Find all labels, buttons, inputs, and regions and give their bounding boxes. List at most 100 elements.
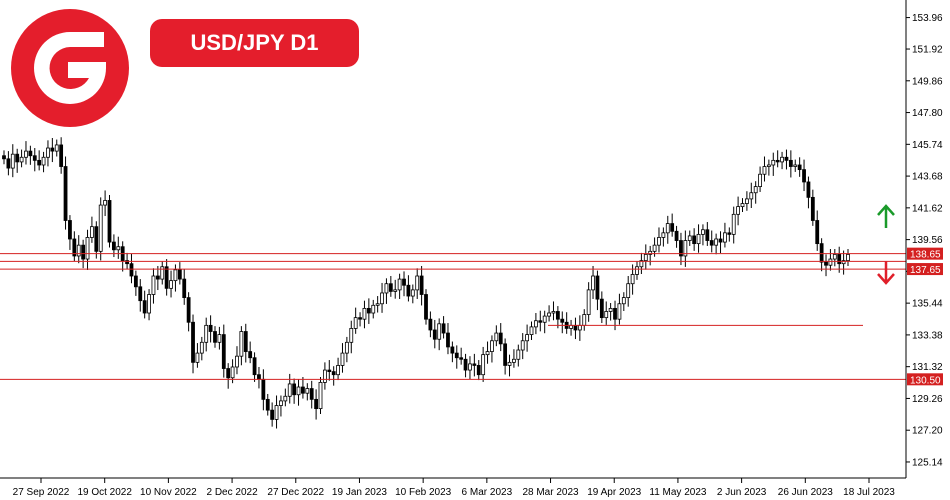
candle-body	[358, 317, 362, 320]
candle-body	[718, 238, 723, 243]
price-tick-label: 153.96	[912, 13, 943, 24]
time-tick-label: 19 Apr 2023	[587, 487, 641, 498]
time-tick-label: 26 Jun 2023	[778, 487, 833, 498]
candle-body	[344, 341, 349, 354]
candle-body	[819, 243, 824, 263]
candle-body	[683, 240, 688, 257]
candle-body	[613, 307, 617, 320]
candle-body	[393, 289, 398, 292]
price-tick-label: 135.44	[912, 299, 943, 310]
candle-body	[217, 334, 222, 343]
candle-body	[353, 317, 358, 329]
candle-body	[485, 351, 490, 356]
candle-body	[32, 155, 37, 161]
candle-body	[503, 343, 508, 366]
candle-body	[235, 355, 239, 368]
candle-body	[520, 340, 525, 351]
candle-body	[133, 275, 138, 288]
candle-body	[744, 198, 749, 204]
candle-body	[195, 352, 200, 363]
price-tick-label: 151.92	[912, 45, 943, 56]
candle-body	[111, 241, 116, 251]
time-tick-label: 18 Jul 2023	[843, 487, 895, 498]
candle-body	[577, 324, 582, 331]
candle-body	[762, 166, 767, 175]
price-badge	[907, 247, 943, 260]
price-badge	[907, 373, 943, 386]
candle-body	[749, 192, 754, 200]
candle-body	[24, 150, 28, 158]
candle-body	[441, 323, 446, 334]
time-tick-label: 27 Sep 2022	[13, 487, 70, 498]
candle-body	[674, 230, 679, 241]
time-tick-label: 28 Mar 2023	[522, 487, 579, 498]
price-tick-label: 127.20	[912, 426, 943, 437]
candle-body	[459, 357, 464, 360]
candle-body	[239, 331, 244, 357]
candle-body	[336, 365, 340, 376]
candle-body	[226, 368, 231, 379]
candle-body	[490, 340, 494, 352]
candle-body	[410, 289, 415, 297]
candle-body	[705, 229, 710, 241]
candle-body	[191, 321, 195, 363]
candle-body	[709, 240, 714, 246]
candle-body	[243, 331, 248, 352]
candle-body	[388, 283, 393, 292]
candle-body	[771, 159, 776, 166]
candle-body	[529, 326, 534, 335]
candle-body	[837, 254, 842, 265]
price-axis-labels: 153.96 151.92 149.86 147.80 145.74 143.68 141.…	[906, 13, 943, 468]
candle-body	[635, 266, 639, 275]
candle-body	[279, 400, 283, 406]
candle-body	[252, 357, 257, 376]
candle-body	[424, 294, 428, 320]
time-tick-label: 2 Jun 2023	[717, 487, 767, 498]
symbol-timeframe-badge: USD/JPY D1	[150, 19, 359, 67]
candle-body	[780, 156, 784, 163]
candle-body	[846, 254, 850, 261]
candle-body	[714, 238, 719, 246]
candle-body	[753, 186, 758, 194]
candle-body	[46, 147, 50, 158]
candle-body	[129, 263, 134, 277]
candle-body	[670, 223, 675, 232]
candle-body	[314, 398, 319, 410]
candle-body	[301, 386, 305, 394]
brand-logo-icon	[11, 9, 129, 127]
candle-body	[261, 378, 266, 400]
candle-body	[94, 226, 99, 252]
candle-body	[604, 311, 609, 319]
candle-body	[657, 237, 661, 246]
price-tick-label: 141.62	[912, 203, 943, 214]
candle-body	[525, 334, 530, 342]
candle-body	[498, 332, 503, 345]
candle-body	[810, 196, 815, 221]
time-tick-label: 6 Mar 2023	[462, 487, 513, 498]
price-tick-label: 133.38	[912, 330, 943, 341]
candle-body	[608, 307, 613, 312]
candle-body	[72, 238, 77, 257]
candle-body	[173, 269, 178, 282]
candle-body	[679, 240, 683, 257]
candle-body	[292, 383, 297, 396]
candle-body	[151, 275, 156, 295]
price-badge-label: 138.65	[910, 250, 941, 261]
candle-body	[630, 274, 635, 285]
candle-body	[208, 324, 213, 332]
candle-body	[723, 232, 727, 243]
candle-body	[199, 341, 204, 354]
candle-body	[547, 312, 551, 317]
candle-body	[283, 395, 288, 402]
time-tick-label: 19 Jan 2023	[332, 487, 387, 498]
candle-body	[481, 354, 486, 376]
candle-body	[402, 278, 406, 286]
candle-body	[90, 226, 94, 238]
candles-layer	[2, 137, 850, 429]
candle-body	[375, 303, 380, 306]
candle-body	[538, 320, 543, 323]
candle-body	[446, 332, 450, 348]
candle-body	[371, 304, 376, 314]
arrow-up-icon	[877, 204, 895, 228]
candle-body	[766, 164, 771, 167]
